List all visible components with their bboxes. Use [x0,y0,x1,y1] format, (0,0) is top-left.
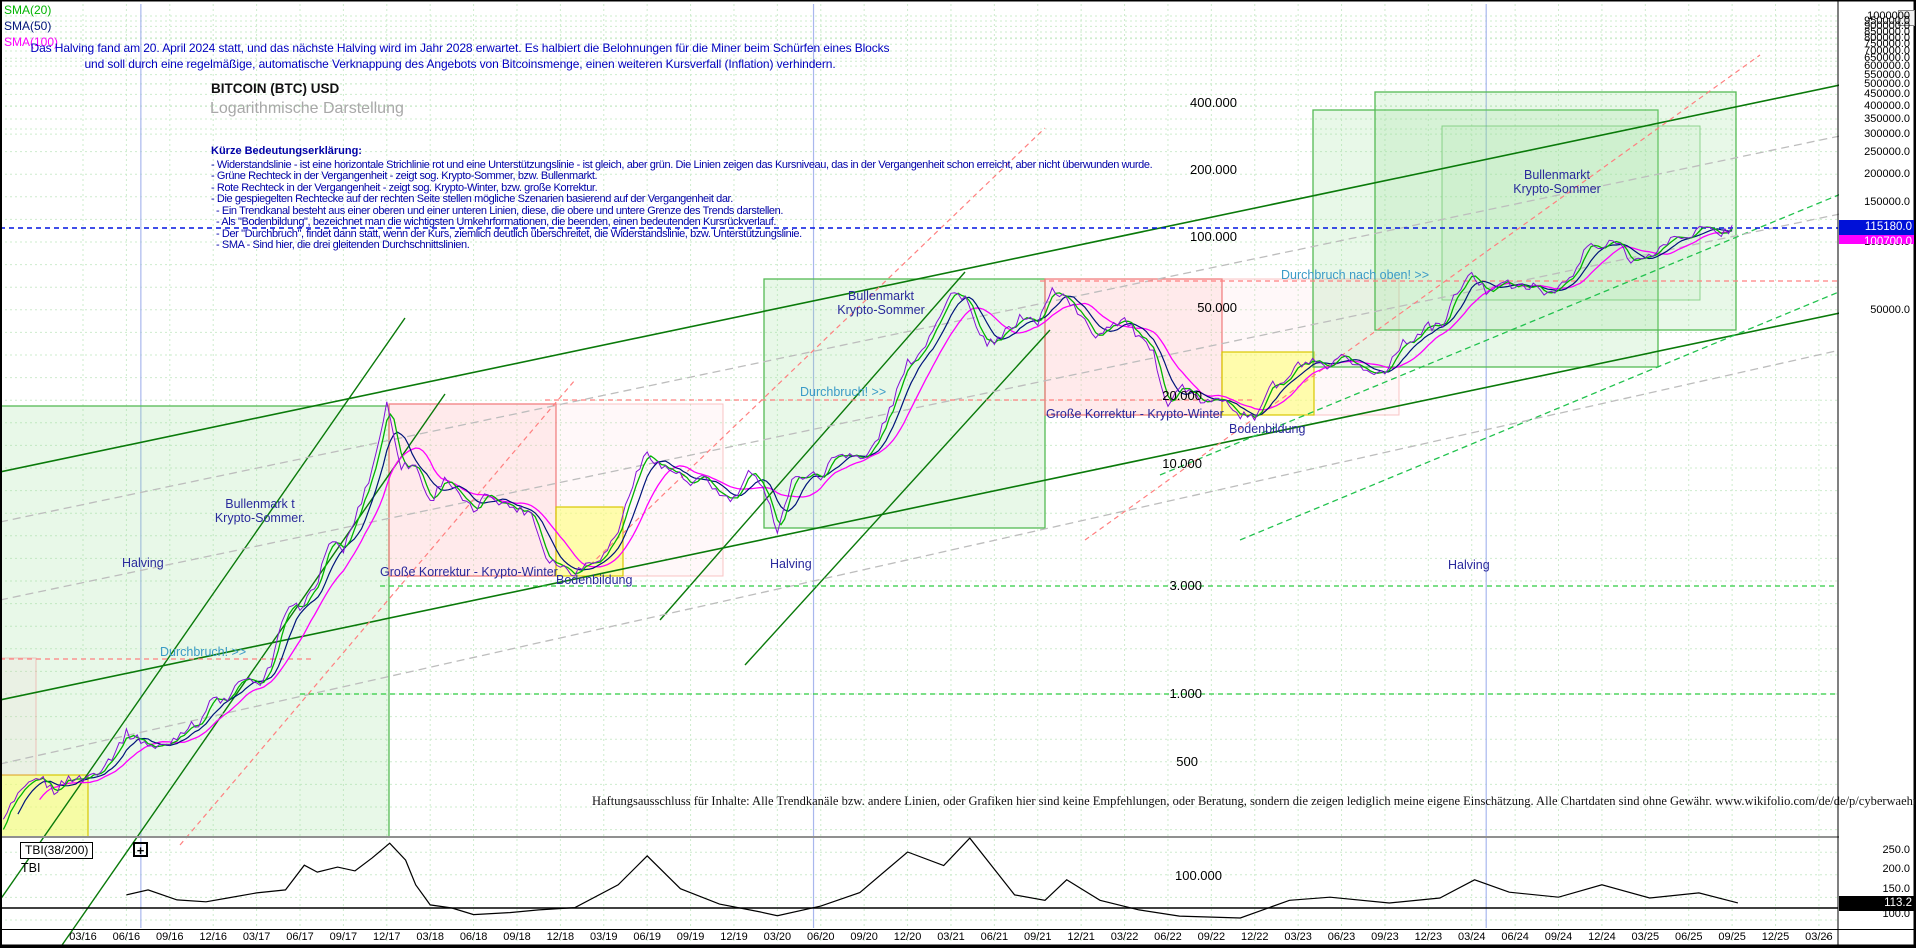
line-steilkanal-2021-b [744,329,1051,666]
line-trendkanal-unten [0,296,1916,701]
line-trendkanal-oben [0,68,1916,473]
line-steilkanal-2017-a [0,317,406,901]
add-indicator-button[interactable]: + [133,842,148,857]
halving-lines [140,4,1487,928]
box-bodenbildung-2022 [1221,351,1315,416]
line-trend-2025-a [1159,162,1916,476]
line-rot-diag-2017 [179,379,576,846]
line-rot-diag-2025 [1084,54,1761,541]
frame-edge [0,0,1916,2]
frame-edge [0,0,2,948]
line-steilkanal-2017-b [59,393,446,948]
scenario-boxes [0,91,1737,838]
frame-edge [0,944,1916,948]
sma50-line [17,228,1733,815]
tbi-line [126,837,1739,919]
line-rot-diag-2021 [589,127,1046,566]
line-grau-a [0,119,1916,523]
box-krypto-winter-2018 [388,403,557,577]
right-axis-area [1839,0,1916,948]
line-trend-2025-b [1239,259,1916,541]
tbi-indicator-button[interactable]: TBI(38/200) [20,842,94,859]
line-grau-c [0,332,1916,765]
trend-lines [0,54,1916,948]
line-grau-b [0,197,1916,601]
tbi-pane [0,837,1838,919]
box-krypto-sommer-2024-a [1312,109,1659,368]
box-krypto-winter-2014-rest [0,657,37,776]
collapse-button[interactable]: − [1898,10,1915,26]
line-steilkanal-2021-a [659,271,966,621]
btc-price-line [2,225,1733,820]
box-krypto-sommer-2024-c [1441,125,1701,301]
frame-edge [1913,0,1916,948]
sma100-line [39,230,1733,801]
